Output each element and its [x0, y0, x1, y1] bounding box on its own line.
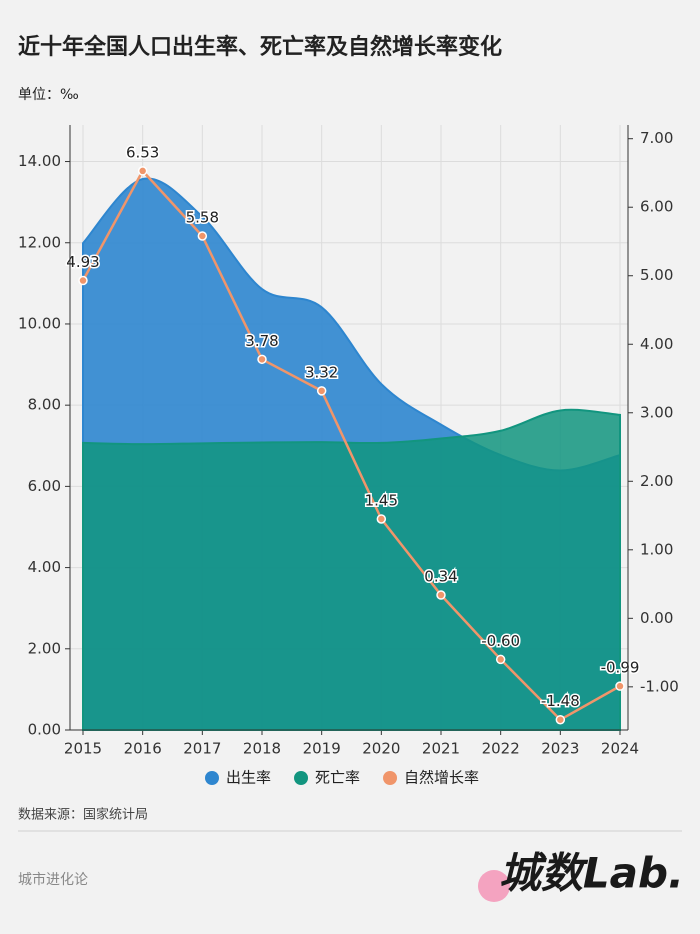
source: 数据来源：国家统计局 [18, 807, 148, 823]
point [376, 514, 387, 524]
point [257, 354, 267, 365]
data-label: -0.60 [481, 632, 520, 650]
data-label: 1.45 [365, 491, 398, 509]
y-tick-label: 6.00 [28, 477, 61, 495]
y2-tick-label: -1.00 [640, 677, 679, 695]
brand: 城市进化论 [18, 871, 88, 888]
data-label: 5.58 [186, 208, 219, 226]
x-tick-label: 2022 [482, 740, 520, 758]
y2-tick-label: 6.00 [640, 198, 673, 216]
logo: 城数Lab. [499, 849, 684, 898]
point [615, 681, 625, 691]
line [81, 168, 621, 722]
legend-label: 自然增长率 [404, 769, 479, 787]
y-tick-label: 4.00 [28, 558, 61, 576]
legend-marker [205, 771, 219, 785]
x-tick-label: 2020 [362, 740, 400, 758]
point [197, 231, 208, 241]
legend-label: 出生率 [226, 769, 271, 787]
legend-marker [383, 771, 398, 785]
y2-tick-label: 7.00 [640, 129, 673, 147]
y-tick-label: 12.00 [18, 233, 61, 251]
data-label: -0.99 [601, 659, 640, 677]
point [436, 590, 446, 600]
y2-tick-label: 5.00 [640, 266, 673, 284]
x-tick-label: 2018 [243, 740, 281, 758]
point [495, 654, 506, 665]
data-label: -1.48 [541, 692, 580, 710]
data-label: 3.32 [305, 363, 338, 381]
x-tick-label: 2024 [601, 740, 639, 758]
point [137, 166, 148, 176]
y2-tick-label: 4.00 [640, 335, 673, 353]
y2-tick-label: 0.00 [640, 609, 673, 627]
y2-tick-label: 2.00 [640, 472, 673, 490]
legend-label: 死亡率 [315, 769, 360, 787]
chart-title: 近十年全国人口出生率、死亡率及自然增长率变化 [18, 34, 502, 60]
data-label: 0.34 [424, 568, 457, 586]
point [316, 386, 327, 396]
y-tick-label: 2.00 [28, 639, 61, 657]
x-tick-label: 2016 [124, 740, 162, 758]
unit-label: 单位：‰ [18, 87, 79, 103]
logo-dot [478, 870, 510, 902]
legend-marker [294, 771, 309, 785]
x-tick-label: 2021 [422, 740, 460, 758]
x-tick-label: 2015 [64, 740, 102, 758]
point [555, 714, 566, 725]
x-tick-label: 2023 [541, 740, 579, 758]
data-label: 4.93 [66, 253, 99, 271]
y-tick-label: 10.00 [18, 314, 61, 332]
y2-tick-label: 1.00 [640, 540, 673, 558]
plot: 2015 2016 2017 2018 2019 2020 2021 2022 2023 2024… [18, 125, 679, 787]
y-tick-label: 8.00 [28, 396, 61, 414]
area [82, 408, 621, 731]
data-label: 3.78 [245, 332, 278, 350]
y-tick-label: 14.00 [18, 152, 61, 170]
data-label: 6.53 [126, 143, 159, 161]
y-tick-label: 0.00 [28, 721, 61, 739]
point [78, 275, 88, 286]
y2-tick-label: 3.00 [640, 403, 673, 421]
x-tick-label: 2017 [183, 740, 221, 758]
x-tick-label: 2019 [303, 740, 341, 758]
